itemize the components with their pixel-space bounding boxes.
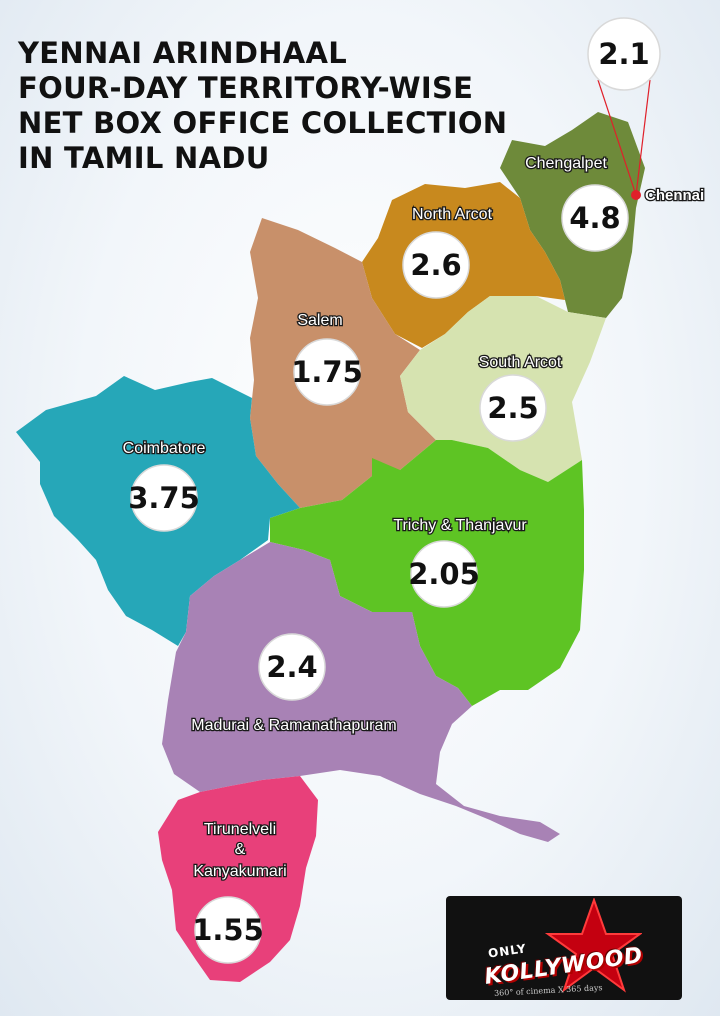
label-chennai: Chennai — [645, 187, 704, 204]
only-kollywood-logo: ONLY KOLLYWOOD 360° of cinema X 365 days — [446, 896, 682, 1000]
title-line-4: IN TAMIL NADU — [18, 141, 270, 175]
label-coimbatore: Coimbatore — [123, 440, 206, 457]
value-tirunelveli-kanyakumari: 1.55 — [192, 913, 264, 947]
title-line-1: YENNAI ARINDHAAL — [18, 36, 348, 70]
label-tirunelveli-line3: Kanyakumari — [193, 863, 286, 880]
label-tirunelveli-line1: Tirunelveli — [204, 821, 276, 838]
label-salem: Salem — [297, 312, 342, 329]
label-north-arcot: North Arcot — [412, 206, 493, 223]
value-bubble-trichy-thanjavur: 2.05 — [408, 540, 480, 608]
label-south-arcot: South Arcot — [479, 354, 562, 371]
value-bubble-tirunelveli-kanyakumari: 1.55 — [192, 896, 264, 964]
label-tirunelveli-line2: & — [235, 841, 246, 858]
title-line-3: NET BOX OFFICE COLLECTION — [18, 106, 508, 140]
value-bubble-chengalpet: 4.8 — [561, 184, 629, 252]
value-coimbatore: 3.75 — [128, 481, 200, 515]
label-madurai-ramanathapuram: Madurai & Ramanathapuram — [191, 717, 396, 734]
chennai-pointer-line-left — [597, 79, 637, 196]
value-trichy-thanjavur: 2.05 — [408, 557, 480, 591]
red-star-icon — [544, 898, 642, 993]
chennai-dot — [631, 190, 641, 200]
value-bubble-north-arcot: 2.6 — [402, 231, 470, 299]
value-bubble-south-arcot: 2.5 — [479, 374, 547, 442]
value-south-arcot: 2.5 — [487, 391, 538, 425]
value-salem: 1.75 — [291, 355, 363, 389]
value-chengalpet: 4.8 — [569, 201, 620, 235]
value-bubble-madurai-ramanathapuram: 2.4 — [258, 633, 326, 701]
chennai-pointer-line-right — [635, 79, 651, 196]
region-madurai-ramanathapuram — [162, 542, 560, 842]
label-trichy-thanjavur: Trichy & Thanjavur — [393, 517, 527, 534]
label-chengalpet: Chengalpet — [525, 155, 607, 172]
map-title: YENNAI ARINDHAAL FOUR-DAY TERRITORY-WISE… — [18, 36, 578, 176]
value-bubble-chennai: 2.1 — [587, 17, 661, 91]
logo-only-text: ONLY — [487, 941, 528, 961]
title-line-2: FOUR-DAY TERRITORY-WISE — [18, 71, 474, 105]
value-bubble-salem: 1.75 — [291, 338, 363, 406]
value-chennai: 2.1 — [598, 37, 649, 71]
value-bubble-coimbatore: 3.75 — [128, 464, 200, 532]
value-north-arcot: 2.6 — [410, 248, 461, 282]
value-madurai-ramanathapuram: 2.4 — [266, 650, 317, 684]
